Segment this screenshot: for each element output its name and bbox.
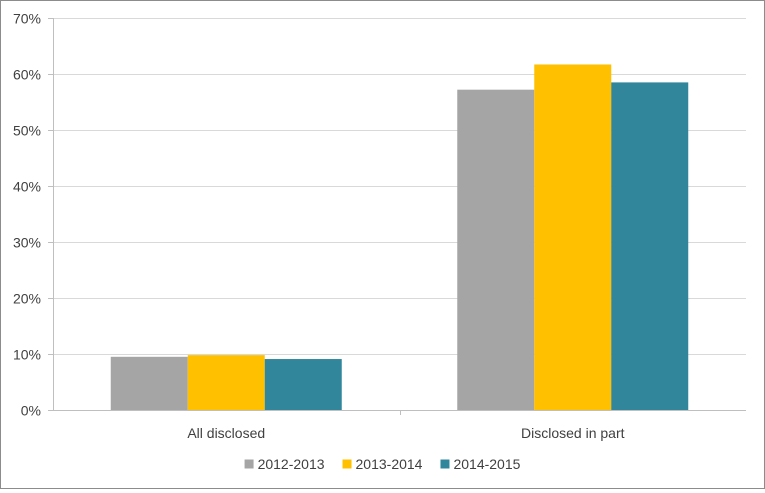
legend-swatch (440, 459, 450, 469)
bar-2012-2013-disclosed-in-part (457, 89, 535, 411)
gridlines (53, 18, 746, 355)
x-axis-category-labels: All disclosed Disclosed in part (187, 425, 624, 441)
x-category-label: All disclosed (187, 425, 265, 441)
y-tick-label: 30% (13, 235, 41, 251)
y-tick-label: 0% (21, 403, 41, 419)
y-tick-label: 40% (13, 179, 41, 195)
legend-item: 2013-2014 (342, 456, 423, 472)
legend-item: 2014-2015 (440, 456, 521, 472)
legend-item: 2012-2013 (244, 456, 325, 472)
bars (110, 64, 689, 411)
bar-2014-2015-disclosed-in-part (611, 82, 689, 411)
legend: 2012-2013 2013-2014 2014-2015 (244, 456, 521, 472)
y-tick-label: 10% (13, 347, 41, 363)
y-tick-label: 20% (13, 291, 41, 307)
legend-swatch (244, 459, 254, 469)
bar-2012-2013-all-disclosed (110, 356, 188, 410)
y-tick-label: 50% (13, 123, 41, 139)
x-category-label: Disclosed in part (521, 425, 625, 441)
legend-swatch (342, 459, 352, 469)
legend-label: 2014-2015 (453, 456, 520, 472)
axes (48, 18, 746, 415)
y-tick-label: 70% (13, 11, 41, 27)
legend-label: 2013-2014 (356, 456, 423, 472)
legend-label: 2012-2013 (258, 456, 325, 472)
bar-2013-2014-all-disclosed (187, 355, 265, 410)
y-tick-label: 60% (13, 67, 41, 83)
bar-2014-2015-all-disclosed (264, 359, 342, 410)
y-axis-tick-labels: 0% 10% 20% 30% 40% 50% 60% 70% (13, 11, 41, 419)
bar-2013-2014-disclosed-in-part (534, 64, 612, 411)
